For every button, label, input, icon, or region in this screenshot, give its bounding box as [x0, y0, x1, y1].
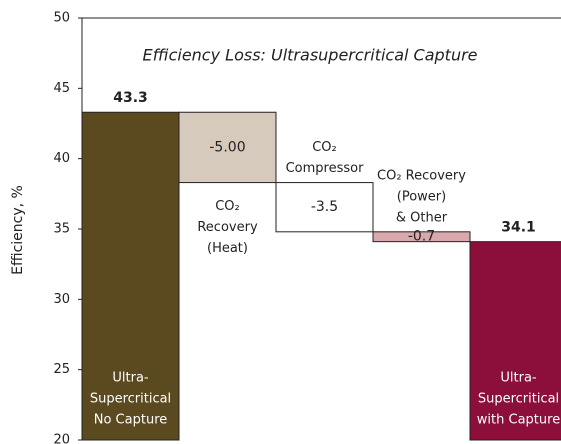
y-tick-label: 20: [53, 433, 70, 444]
category-label: No Capture: [94, 413, 168, 428]
value-label: 43.3: [113, 90, 148, 106]
y-tick-label: 25: [53, 362, 70, 377]
category-label: & Other: [396, 210, 448, 225]
category-label: with Capture: [477, 413, 560, 428]
category-label: Supercritical: [478, 392, 559, 407]
y-tick-label: 40: [53, 151, 70, 166]
bar: [469, 241, 561, 441]
value-label: -5.00: [209, 139, 245, 155]
value-label: -3.5: [311, 199, 338, 215]
y-axis-label: Efficiency, %: [10, 185, 26, 275]
value-label: -0.7: [408, 229, 435, 245]
chart-title: Efficiency Loss: Ultrasupercritical Capt…: [142, 46, 477, 65]
category-label: CO₂: [215, 199, 240, 214]
category-label: Compressor: [286, 161, 365, 176]
value-label: 34.1: [501, 220, 536, 236]
bar: [178, 111, 277, 184]
y-tick-label: 35: [53, 222, 70, 237]
category-label: CO₂ Recovery: [377, 168, 466, 183]
category-label: (Heat): [207, 241, 248, 256]
bar: [372, 231, 471, 243]
category-label: Ultra-: [112, 371, 149, 386]
category-label: CO₂: [312, 140, 337, 155]
bar: [275, 182, 374, 233]
bar: [81, 111, 180, 441]
y-tick-label: 30: [53, 292, 70, 307]
category-label: Recovery: [197, 220, 258, 235]
y-tick-label: 45: [53, 81, 70, 96]
category-label: Ultra-: [500, 371, 537, 386]
category-label: (Power): [397, 189, 446, 204]
y-tick-label: 50: [53, 11, 70, 26]
category-label: Supercritical: [90, 392, 171, 407]
